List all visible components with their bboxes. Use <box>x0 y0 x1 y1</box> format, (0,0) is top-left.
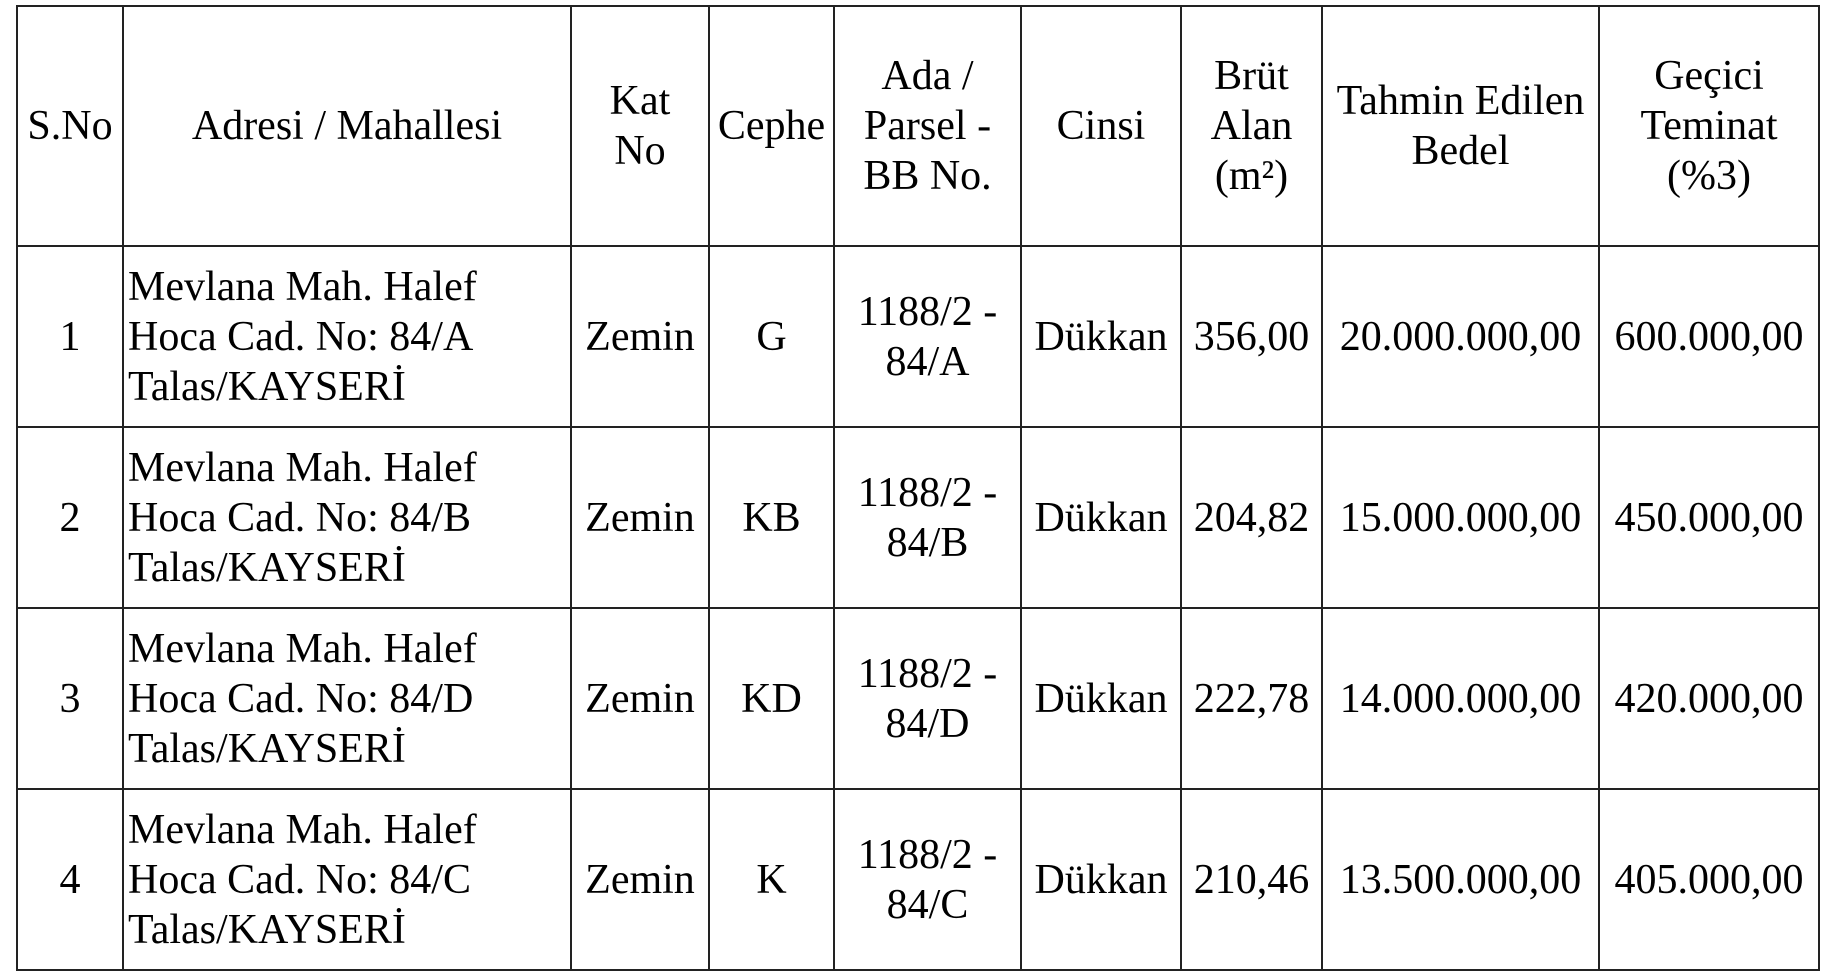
cell-floor: Zemin <box>570 607 710 790</box>
cell-estimated-price: 20.000.000,00 <box>1321 245 1600 428</box>
cell-facade: KD <box>708 607 835 790</box>
table-row: 2 Mevlana Mah. Halef Hoca Cad. No: 84/B T… <box>16 426 1820 609</box>
cell-type: Dükkan <box>1020 245 1182 428</box>
table-row: 1 Mevlana Mah. Halef Hoca Cad. No: 84/A T… <box>16 245 1820 428</box>
header-type: Cinsi <box>1020 5 1182 247</box>
cell-type: Dükkan <box>1020 426 1182 609</box>
cell-parcel: 1188/2 - 84/D <box>833 607 1022 790</box>
cell-address: Mevlana Mah. Halef Hoca Cad. No: 84/B Ta… <box>122 426 572 609</box>
cell-area: 210,46 <box>1180 788 1323 971</box>
table-row: 3 Mevlana Mah. Halef Hoca Cad. No: 84/D T… <box>16 607 1820 790</box>
header-area: Brüt Alan (m²) <box>1180 5 1323 247</box>
cell-deposit: 420.000,00 <box>1598 607 1820 790</box>
header-facade: Cephe <box>708 5 835 247</box>
cell-floor: Zemin <box>570 245 710 428</box>
cell-parcel: 1188/2 - 84/B <box>833 426 1022 609</box>
cell-facade: K <box>708 788 835 971</box>
cell-sno: 3 <box>16 607 124 790</box>
cell-area: 222,78 <box>1180 607 1323 790</box>
cell-facade: G <box>708 245 835 428</box>
cell-floor: Zemin <box>570 788 710 971</box>
header-row: S.No Adresi / Mahallesi Kat No Cephe Ada… <box>16 5 1820 247</box>
table-row: 4 Mevlana Mah. Halef Hoca Cad. No: 84/C T… <box>16 788 1820 971</box>
cell-sno: 1 <box>16 245 124 428</box>
cell-area: 356,00 <box>1180 245 1323 428</box>
header-deposit: Geçici Teminat (%3) <box>1598 5 1820 247</box>
cell-facade: KB <box>708 426 835 609</box>
cell-address: Mevlana Mah. Halef Hoca Cad. No: 84/D Ta… <box>122 607 572 790</box>
cell-estimated-price: 15.000.000,00 <box>1321 426 1600 609</box>
cell-estimated-price: 13.500.000,00 <box>1321 788 1600 971</box>
cell-estimated-price: 14.000.000,00 <box>1321 607 1600 790</box>
header-estimated-price: Tahmin Edilen Bedel <box>1321 5 1600 247</box>
cell-parcel: 1188/2 - 84/C <box>833 788 1022 971</box>
cell-address: Mevlana Mah. Halef Hoca Cad. No: 84/A Ta… <box>122 245 572 428</box>
cell-address: Mevlana Mah. Halef Hoca Cad. No: 84/C Ta… <box>122 788 572 971</box>
header-sno: S.No <box>16 5 124 247</box>
cell-type: Dükkan <box>1020 607 1182 790</box>
cell-sno: 2 <box>16 426 124 609</box>
cell-deposit: 600.000,00 <box>1598 245 1820 428</box>
header-floor: Kat No <box>570 5 710 247</box>
cell-deposit: 405.000,00 <box>1598 788 1820 971</box>
cell-deposit: 450.000,00 <box>1598 426 1820 609</box>
header-address: Adresi / Mahallesi <box>122 5 572 247</box>
header-parcel: Ada / Parsel - BB No. <box>833 5 1022 247</box>
cell-sno: 4 <box>16 788 124 971</box>
cell-parcel: 1188/2 - 84/A <box>833 245 1022 428</box>
cell-floor: Zemin <box>570 426 710 609</box>
cell-type: Dükkan <box>1020 788 1182 971</box>
property-tender-table: S.No Adresi / Mahallesi Kat No Cephe Ada… <box>16 5 1820 971</box>
cell-area: 204,82 <box>1180 426 1323 609</box>
